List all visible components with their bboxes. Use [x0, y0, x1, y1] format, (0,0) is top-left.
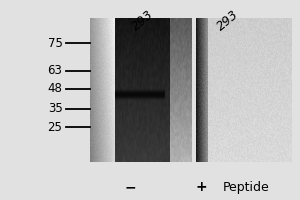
Text: 293: 293	[214, 8, 242, 33]
Text: 63: 63	[48, 64, 62, 77]
Text: 35: 35	[48, 102, 62, 115]
Text: 48: 48	[48, 82, 62, 95]
Text: 75: 75	[48, 37, 62, 50]
Text: 293: 293	[129, 8, 156, 33]
Text: Peptide: Peptide	[223, 180, 269, 194]
Text: +: +	[195, 180, 207, 194]
Text: 25: 25	[48, 121, 62, 134]
Text: −: −	[125, 180, 136, 194]
